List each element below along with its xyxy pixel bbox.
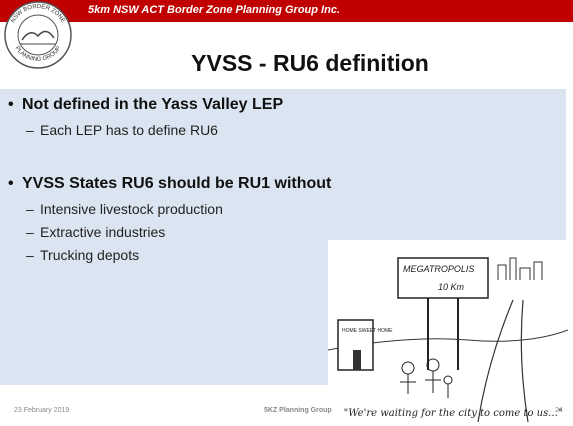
sub-text: Intensive livestock production xyxy=(40,201,223,217)
bullet-list: •Not defined in the Yass Valley LEP–Each… xyxy=(8,96,338,270)
sub-bullet: –Extractive industries xyxy=(26,224,338,240)
sub-text: Trucking depots xyxy=(40,247,139,263)
bullet-dot: • xyxy=(8,175,22,193)
bullet-text: Not defined in the Yass Valley LEP xyxy=(22,96,283,114)
bullet-dot: • xyxy=(8,96,22,114)
spacer xyxy=(8,145,338,175)
sub-bullet: –Intensive livestock production xyxy=(26,201,338,217)
sub-dash: – xyxy=(26,247,40,263)
slide: 5km NSW ACT Border Zone Planning Group I… xyxy=(0,0,573,426)
sub-dash: – xyxy=(26,224,40,240)
footer-date: 23 February 2019 xyxy=(14,407,69,414)
caption: "We're waiting for the city to come to u… xyxy=(344,408,563,419)
bullet: •YVSS States RU6 should be RU1 without xyxy=(8,175,338,193)
footer-page: 24 xyxy=(555,407,563,414)
sign-text: MEGATROPOLIS xyxy=(403,264,474,274)
banner-text: 5km NSW ACT Border Zone Planning Group I… xyxy=(88,4,340,16)
sign-distance: 10 Km xyxy=(438,282,465,292)
bullet: •Not defined in the Yass Valley LEP xyxy=(8,96,338,114)
bullet-text: YVSS States RU6 should be RU1 without xyxy=(22,175,331,193)
footer-org: 5KZ Planning Group xyxy=(264,407,332,414)
sub-text: Each LEP has to define RU6 xyxy=(40,122,218,138)
sub-bullet: –Trucking depots xyxy=(26,247,338,263)
house-sign: HOME SWEET HOME xyxy=(342,328,393,334)
logo: NSW BORDER ZONE PLANNING GROUP xyxy=(0,0,78,72)
sub-text: Extractive industries xyxy=(40,224,165,240)
cartoon: MEGATROPOLIS 10 Km HOME SWEET HOME "We'r… xyxy=(328,240,568,422)
title: YVSS - RU6 definition xyxy=(80,50,540,77)
sub-bullet: –Each LEP has to define RU6 xyxy=(26,122,338,138)
sub-dash: – xyxy=(26,122,40,138)
sub-dash: – xyxy=(26,201,40,217)
